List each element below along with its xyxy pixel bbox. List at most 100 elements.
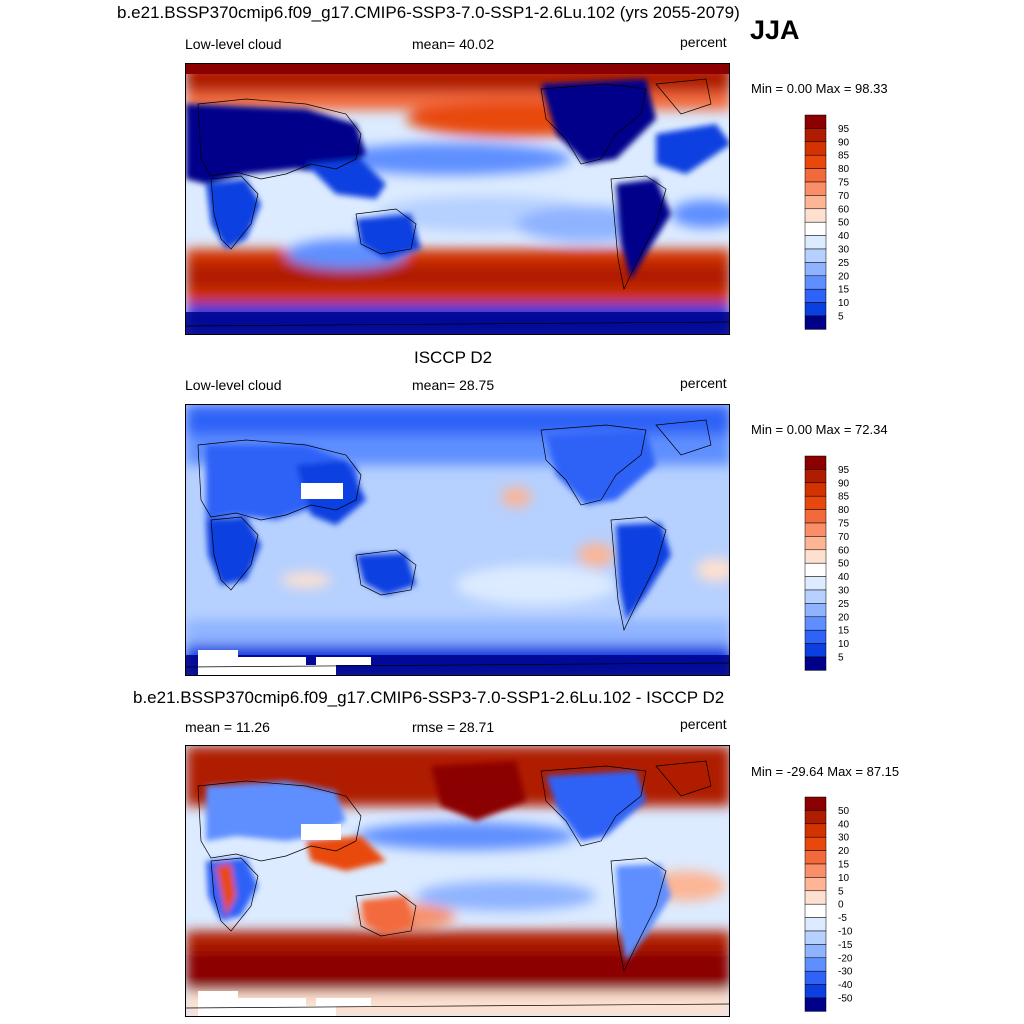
colorbar-swatch bbox=[804, 576, 827, 591]
colorbar-tick-label: 70 bbox=[838, 532, 850, 543]
colorbar-tick-label: 5 bbox=[838, 653, 844, 664]
colorbar-swatch bbox=[804, 195, 827, 210]
colorbar-swatch bbox=[804, 522, 827, 537]
colorbar-tick-label: 30 bbox=[838, 245, 850, 256]
colorbar-swatch bbox=[804, 629, 827, 644]
panel-3-mean-label: mean = 11.26 bbox=[185, 719, 270, 735]
panel-3-map bbox=[185, 745, 730, 1017]
panel-1-colorbar-svg: 95 90 85 80 75 70 60 50 40 30 25 20 15 10 5 bbox=[804, 114, 850, 330]
colorbar-swatch bbox=[804, 656, 827, 671]
colorbar-tick-label: 80 bbox=[838, 505, 850, 516]
colorbar-swatch bbox=[804, 903, 827, 918]
colorbar-swatch bbox=[804, 248, 827, 263]
panel-1-map bbox=[185, 63, 730, 335]
colorbar-swatch bbox=[804, 836, 827, 851]
colorbar-swatch bbox=[804, 262, 827, 277]
colorbar-tick-label: 90 bbox=[838, 478, 850, 489]
colorbar-swatch bbox=[804, 957, 827, 972]
colorbar-swatch bbox=[804, 643, 827, 658]
colorbar-tick-label: 40 bbox=[838, 572, 850, 583]
panel-3-minmax: Min = -29.64 Max = 87.15 bbox=[751, 764, 900, 779]
colorbar-swatch bbox=[804, 890, 827, 905]
colorbar-tick-label: 75 bbox=[838, 178, 850, 189]
colorbar-tick-label: 20 bbox=[838, 846, 850, 857]
colorbar-tick-label: 60 bbox=[838, 204, 850, 215]
colorbar-swatch bbox=[804, 302, 827, 317]
panel-3-units-label: percent bbox=[680, 716, 727, 732]
panel-2-colorbar-svg: 95 90 85 80 75 70 60 50 40 30 25 20 15 10 5 bbox=[804, 455, 850, 671]
colorbar-tick-label: 75 bbox=[838, 519, 850, 530]
colorbar-swatch bbox=[804, 221, 827, 236]
colorbar-swatch bbox=[804, 810, 827, 825]
colorbar-tick-label: 40 bbox=[838, 231, 850, 242]
colorbar-swatch bbox=[804, 509, 827, 524]
colorbar-swatch bbox=[804, 288, 827, 303]
colorbar-swatch bbox=[804, 944, 827, 959]
colorbar-swatch bbox=[804, 562, 827, 577]
panel-3-colorbar: 50 40 30 20 15 10 5 0 -5 -10 -15 -20 -30 -40 -50 bbox=[804, 796, 865, 1012]
colorbar-swatch bbox=[804, 154, 827, 169]
colorbar-tick-label: 90 bbox=[838, 137, 850, 148]
colorbar-swatch bbox=[804, 796, 827, 811]
colorbar-tick-label: 85 bbox=[838, 492, 850, 503]
colorbar-swatch bbox=[804, 616, 827, 631]
colorbar-swatch bbox=[804, 168, 827, 183]
colorbar-tick-label: 40 bbox=[838, 819, 850, 830]
colorbar-tick-label: 95 bbox=[838, 465, 850, 476]
colorbar-swatch bbox=[804, 315, 827, 330]
panel-1-units-label: percent bbox=[680, 34, 727, 50]
colorbar-swatch bbox=[804, 235, 827, 250]
season-label: JJA bbox=[750, 15, 800, 45]
colorbar-tick-label: 10 bbox=[838, 639, 850, 650]
panel-2-map bbox=[185, 404, 730, 676]
colorbar-swatch bbox=[804, 549, 827, 564]
colorbar-tick-label: 20 bbox=[838, 271, 850, 282]
panel-3-rmse-label: rmse = 28.71 bbox=[412, 719, 495, 735]
colorbar-tick-label: 25 bbox=[838, 599, 850, 610]
colorbar-tick-label: -20 bbox=[838, 953, 853, 964]
colorbar-swatch bbox=[804, 930, 827, 945]
colorbar-tick-label: 25 bbox=[838, 258, 850, 269]
colorbar-tick-label: 5 bbox=[838, 886, 844, 897]
panel-1-variable-label: Low-level cloud bbox=[185, 36, 282, 52]
colorbar-tick-label: 10 bbox=[838, 873, 850, 884]
colorbar-swatch bbox=[804, 603, 827, 618]
colorbar-tick-label: -30 bbox=[838, 967, 853, 978]
panel-2-variable-label: Low-level cloud bbox=[185, 377, 282, 393]
colorbar-tick-label: 50 bbox=[838, 218, 850, 229]
colorbar-swatch bbox=[804, 482, 827, 497]
colorbar-swatch bbox=[804, 181, 827, 196]
colorbar-swatch bbox=[804, 863, 827, 878]
colorbar-tick-label: 20 bbox=[838, 612, 850, 623]
colorbar-swatch bbox=[804, 917, 827, 932]
panel-2-units-label: percent bbox=[680, 375, 727, 391]
colorbar-tick-label: 5 bbox=[838, 312, 844, 323]
colorbar-swatch bbox=[804, 850, 827, 865]
colorbar-tick-label: 50 bbox=[838, 559, 850, 570]
panel-2-title: ISCCP D2 bbox=[414, 348, 493, 367]
colorbar-tick-label: 80 bbox=[838, 164, 850, 175]
colorbar-tick-label: -15 bbox=[838, 940, 853, 951]
colorbar-swatch bbox=[804, 208, 827, 223]
colorbar-swatch bbox=[804, 877, 827, 892]
colorbar-swatch bbox=[804, 455, 827, 470]
colorbar-swatch bbox=[804, 275, 827, 290]
colorbar-tick-label: 85 bbox=[838, 151, 850, 162]
colorbar-swatch bbox=[804, 128, 827, 143]
panel-1-mean-label: mean= 40.02 bbox=[412, 36, 495, 52]
colorbar-swatch bbox=[804, 589, 827, 604]
colorbar-tick-label: -40 bbox=[838, 980, 853, 991]
colorbar-swatch bbox=[804, 469, 827, 484]
colorbar-tick-label: 60 bbox=[838, 545, 850, 556]
colorbar-swatch bbox=[804, 495, 827, 510]
panel-2-minmax: Min = 0.00 Max = 72.34 bbox=[751, 422, 888, 437]
colorbar-swatch bbox=[804, 141, 827, 156]
panel-3-title: b.e21.BSSP370cmip6.f09_g17.CMIP6-SSP3-7.… bbox=[133, 688, 725, 707]
colorbar-tick-label: -50 bbox=[838, 994, 853, 1005]
colorbar-tick-label: 30 bbox=[838, 833, 850, 844]
panel-2-colorbar: 95 90 85 80 75 70 60 50 40 30 25 20 15 10 5 bbox=[804, 455, 865, 671]
panel-1-title: b.e21.BSSP370cmip6.f09_g17.CMIP6-SSP3-7.… bbox=[117, 3, 740, 22]
colorbar-swatch bbox=[804, 536, 827, 551]
colorbar-tick-label: 10 bbox=[838, 298, 850, 309]
